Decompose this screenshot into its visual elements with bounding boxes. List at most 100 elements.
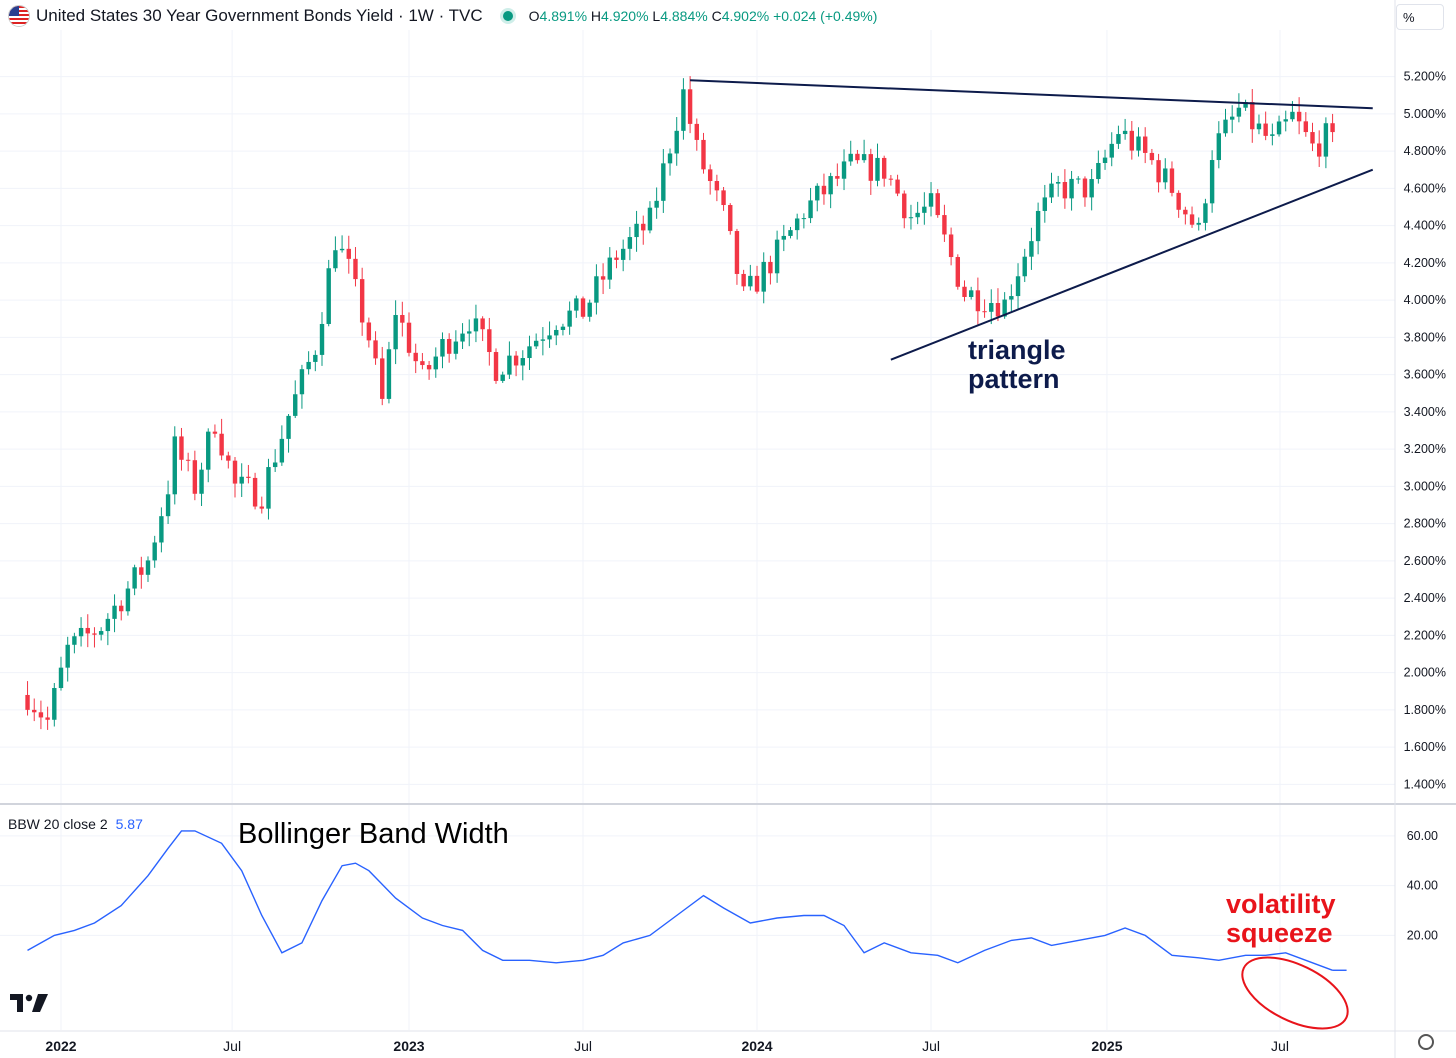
candle-body <box>480 318 485 330</box>
candle-body <box>179 436 184 460</box>
candle-body <box>734 231 740 274</box>
candle-body <box>935 193 940 216</box>
candle-body <box>928 193 934 207</box>
indicator-label: BBW 20 close 2 <box>8 816 108 832</box>
candle-body <box>1109 143 1114 158</box>
candle-body <box>420 361 425 366</box>
bbw-y-tick-label: 20.00 <box>1407 928 1438 942</box>
candle-body <box>1156 160 1161 183</box>
candle-body <box>533 340 539 347</box>
candle-body <box>714 181 720 191</box>
candle-body <box>32 709 37 713</box>
candle-body <box>968 290 974 297</box>
candle-body <box>1089 179 1094 198</box>
candle-body <box>848 153 853 162</box>
y-tick-label: 2.800% <box>1404 517 1446 531</box>
candle-body <box>226 455 231 461</box>
y-tick-label: 2.600% <box>1404 554 1446 568</box>
candle-body <box>1129 130 1135 151</box>
y-tick-label: 4.800% <box>1404 144 1446 158</box>
candle-body <box>58 667 64 689</box>
candle-body <box>313 354 318 362</box>
candle-body <box>1310 132 1315 144</box>
candle-body <box>881 157 887 179</box>
volatility-annotation: volatility squeeze <box>1226 890 1336 948</box>
candle-body <box>1270 134 1275 136</box>
candle-body <box>661 163 666 201</box>
candle-body <box>868 154 873 181</box>
indicator-legend[interactable]: BBW 20 close 2 5.87 <box>8 816 143 832</box>
candle-body <box>808 200 813 219</box>
candle-body <box>1149 152 1155 161</box>
candle-body <box>1203 203 1208 223</box>
candle-body <box>861 154 867 161</box>
candle-body <box>1009 296 1014 300</box>
open-value: 4.891% <box>539 8 588 24</box>
candle-body <box>567 310 572 327</box>
x-tick-label: Jul <box>574 1038 592 1054</box>
candle-body <box>815 185 820 201</box>
candle-body <box>634 223 639 238</box>
candle-body <box>835 176 840 179</box>
candle-body <box>272 462 278 468</box>
candle-body <box>587 302 592 317</box>
candle-body <box>1049 183 1054 198</box>
x-tick-label: 2024 <box>741 1038 772 1054</box>
candle-body <box>982 311 987 313</box>
candle-body <box>319 323 325 355</box>
x-tick-label: Jul <box>1271 1038 1289 1054</box>
candle-body <box>119 605 124 612</box>
candle-body <box>962 286 967 297</box>
candle-body <box>286 415 291 439</box>
candle-body <box>841 161 847 179</box>
candle-body <box>674 130 679 154</box>
candle-body <box>707 169 713 182</box>
bbw-y-tick-label: 40.00 <box>1407 879 1438 893</box>
candle-body <box>500 374 505 381</box>
candle-body <box>440 338 445 357</box>
candle-body <box>25 694 30 710</box>
unit-selector[interactable]: % <box>1396 4 1444 30</box>
candle-body <box>279 438 285 463</box>
candle-body <box>346 248 351 259</box>
x-tick-label: Jul <box>223 1038 241 1054</box>
settings-gear-icon[interactable] <box>1418 1034 1434 1050</box>
candle-body <box>239 476 244 484</box>
candle-body <box>1082 178 1088 198</box>
candle-body <box>467 331 472 334</box>
candle-body <box>306 361 311 370</box>
tradingview-logo-icon[interactable] <box>10 992 48 1014</box>
candle-body <box>1330 123 1335 133</box>
candle-body <box>721 190 726 206</box>
candle-body <box>400 315 405 323</box>
candle-body <box>1276 121 1282 135</box>
candle-body <box>72 636 77 645</box>
candle-body <box>975 290 981 312</box>
candle-body <box>487 329 492 353</box>
candle-body <box>875 157 880 181</box>
candle-body <box>902 193 907 219</box>
bbw-title-annotation: Bollinger Band Width <box>238 818 509 850</box>
candle-body <box>781 235 786 240</box>
triangle-annotation: triangle pattern <box>968 336 1066 394</box>
candle-body <box>527 346 532 359</box>
trendline-upper <box>690 79 1373 110</box>
candle-body <box>855 153 860 161</box>
candle-body <box>293 394 298 416</box>
candle-body <box>299 369 305 395</box>
candle-body <box>112 605 117 619</box>
candle-body <box>1022 256 1027 277</box>
bbw-y-tick-label: 60.00 <box>1407 829 1438 843</box>
candle-body <box>1323 123 1329 157</box>
candle-body <box>761 261 766 292</box>
candle-body <box>728 205 733 232</box>
symbol-title[interactable]: United States 30 Year Government Bonds Y… <box>36 6 483 25</box>
candle-body <box>159 516 164 543</box>
y-tick-label: 3.200% <box>1404 442 1446 456</box>
candle-body <box>206 431 211 470</box>
candle-body <box>594 276 599 303</box>
candle-body <box>1209 160 1215 204</box>
y-tick-label: 1.400% <box>1404 777 1446 791</box>
candle-body <box>1283 119 1288 122</box>
